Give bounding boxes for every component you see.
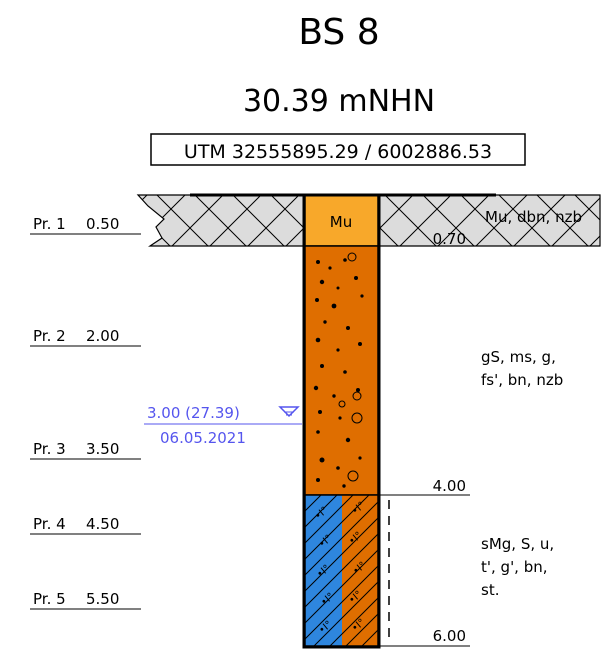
sample-4-label: Pr. 4 <box>33 515 66 533</box>
sample-3-depth: 3.50 <box>86 440 119 458</box>
gravel-dot <box>320 364 324 368</box>
gravel-dot <box>323 320 327 324</box>
gravel-ring <box>351 412 363 424</box>
sample-5: Pr. 5 5.50 <box>30 590 141 610</box>
layer-3-description-line-1: sMg, S, u, <box>481 535 554 553</box>
gravel-ring <box>347 470 359 482</box>
layer-1-description: Mu, dbn, nzb <box>485 208 582 226</box>
layer-1-description-line: Mu, dbn, nzb <box>485 208 582 226</box>
layer-2-description: gS, ms, g, fs', bn, nzb <box>481 348 563 389</box>
sample-2-label: Pr. 2 <box>33 327 66 345</box>
layer-sandy-marl-hatch <box>305 495 378 646</box>
sample-3: Pr. 3 3.50 <box>30 440 141 460</box>
sample-3-label: Pr. 3 <box>33 440 66 458</box>
gravel-dot <box>336 466 340 470</box>
elevation-label: 30.39 mNHN <box>243 84 435 119</box>
sample-2-depth: 2.00 <box>86 327 119 345</box>
gravel-dot <box>343 370 347 374</box>
sample-5-label: Pr. 5 <box>33 590 66 608</box>
gravel-dot <box>319 457 325 463</box>
gravel-dot <box>358 342 362 346</box>
layer-2-description-line-1: gS, ms, g, <box>481 348 556 366</box>
sample-5-depth: 5.50 <box>86 590 119 608</box>
gravel-dot <box>356 388 360 392</box>
sample-1-depth: 0.50 <box>86 215 119 233</box>
layer-2-description-line-2: fs', bn, nzb <box>481 371 563 389</box>
gravel-dot <box>342 484 346 488</box>
borehole-column-outline <box>302 193 381 649</box>
gravel-ring <box>338 400 346 408</box>
gravel-dot <box>328 266 332 270</box>
gravel-ring <box>347 252 357 262</box>
groundwater-marker: 3.00 (27.39) 06.05.2021 <box>144 404 302 447</box>
sample-4: Pr. 4 4.50 <box>30 515 141 535</box>
sample-1-label: Pr. 1 <box>33 215 66 233</box>
gravel-dot <box>345 437 351 443</box>
layer-1-bottom-depth: 0.70 <box>433 230 466 248</box>
gravel-dot <box>319 279 325 285</box>
layer-2-bottom-depth: 4.00 <box>433 477 466 495</box>
gravel-dot <box>316 478 320 482</box>
layer-3-bottom-depth: 6.00 <box>433 627 466 645</box>
gravel-dot <box>315 298 319 302</box>
gravel-dot <box>331 303 337 309</box>
gravel-dot <box>354 276 358 280</box>
gravel-dot <box>316 430 320 434</box>
groundwater-depth-label: 3.00 (27.39) <box>147 404 240 422</box>
gravel-symbols <box>313 252 364 488</box>
sample-4-depth: 4.50 <box>86 515 119 533</box>
gravel-dot <box>346 326 350 330</box>
layer-3-description-line-3: st. <box>481 581 499 599</box>
gravel-dot <box>316 260 320 264</box>
borehole-title: BS 8 <box>298 12 379 53</box>
gravel-dot <box>343 258 347 262</box>
layer-gravelly-sand <box>304 245 379 496</box>
gravel-dot <box>313 385 319 391</box>
gravel-dot <box>315 337 321 343</box>
gravel-dot <box>318 410 322 414</box>
layer-3-description-line-2: t', g', bn, <box>481 558 548 576</box>
gravel-dot <box>338 416 342 420</box>
layer-mu-code: Mu <box>330 213 352 231</box>
gravel-dot <box>358 456 362 460</box>
gravel-ring <box>352 391 362 401</box>
sample-1: Pr. 1 0.50 <box>30 215 141 235</box>
layer-3-description: sMg, S, u, t', g', bn, st. <box>481 535 559 599</box>
coordinates-label: UTM 32555895.29 / 6002886.53 <box>184 141 492 163</box>
gravel-dot <box>336 286 340 290</box>
gravel-dot <box>336 348 340 352</box>
sample-2: Pr. 2 2.00 <box>30 327 141 347</box>
gravel-dot <box>332 394 336 398</box>
coordinates-box <box>150 133 526 166</box>
groundwater-date: 06.05.2021 <box>160 429 246 447</box>
gravel-dot <box>360 294 364 298</box>
marl-symbols: •I° •I°•I° •I°•I° •I°•I° •I°•I° •I° <box>313 500 369 636</box>
